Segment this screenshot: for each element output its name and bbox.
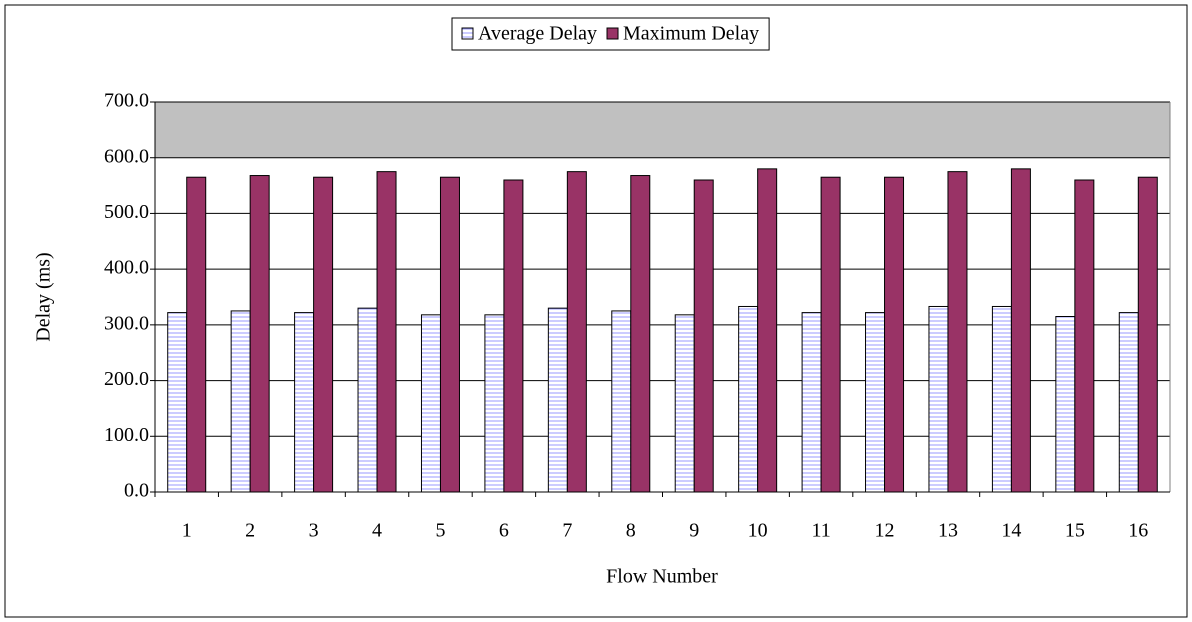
x-tick-label: 10 [748, 520, 768, 542]
x-tick-label: 11 [811, 520, 830, 542]
legend-swatch [606, 27, 619, 40]
bar [439, 176, 460, 493]
x-tick-label: 13 [938, 520, 958, 542]
bar [738, 305, 759, 493]
bar [693, 179, 714, 493]
bar [566, 171, 587, 493]
bar [801, 312, 822, 493]
bar [313, 176, 334, 493]
bar [357, 307, 378, 493]
bar [376, 171, 397, 493]
bar [420, 314, 441, 493]
x-tick-label: 5 [435, 520, 445, 542]
y-tick-label: 300.0 [104, 312, 149, 334]
bar [928, 305, 949, 493]
bar [1118, 312, 1139, 493]
bar [884, 176, 905, 493]
x-axis-label: Flow Number [606, 566, 718, 588]
legend-swatch [461, 27, 474, 40]
y-tick-label: 400.0 [104, 257, 149, 279]
bar [503, 179, 524, 493]
y-axis-label: Delay (ms) [33, 252, 55, 341]
bar [484, 314, 505, 493]
bar [167, 312, 188, 493]
x-tick-label: 4 [372, 520, 382, 542]
x-tick-label: 6 [499, 520, 509, 542]
bar [547, 307, 568, 493]
bar [820, 176, 841, 493]
x-tick-label: 9 [689, 520, 699, 542]
bar [991, 305, 1012, 493]
bar [1074, 179, 1095, 493]
y-tick-label: 200.0 [104, 368, 149, 390]
bar [611, 310, 632, 493]
y-tick-label: 500.0 [104, 201, 149, 223]
bar [1055, 316, 1076, 493]
y-tick-label: 100.0 [104, 424, 149, 446]
x-tick-label: 3 [309, 520, 319, 542]
x-tick-label: 7 [562, 520, 572, 542]
bar [947, 171, 968, 493]
x-tick-label: 8 [626, 520, 636, 542]
x-tick-label: 15 [1065, 520, 1085, 542]
y-tick-label: 0.0 [124, 480, 149, 502]
bar [294, 312, 315, 493]
legend-label: Maximum Delay [623, 23, 759, 45]
bar [249, 175, 270, 493]
legend-label: Average Delay [478, 23, 597, 45]
bar [1137, 176, 1158, 493]
y-tick-label: 600.0 [104, 145, 149, 167]
x-tick-label: 16 [1128, 520, 1148, 542]
bar [757, 168, 778, 493]
bar [865, 312, 886, 493]
y-tick-label: 700.0 [104, 90, 149, 112]
bar [674, 314, 695, 493]
x-tick-label: 12 [875, 520, 895, 542]
x-tick-label: 1 [182, 520, 192, 542]
bar [630, 175, 651, 493]
bar [230, 310, 251, 493]
x-tick-label: 2 [245, 520, 255, 542]
plot-band [155, 102, 1170, 158]
bar [186, 176, 207, 493]
bar [1010, 168, 1031, 493]
x-tick-label: 14 [1001, 520, 1021, 542]
